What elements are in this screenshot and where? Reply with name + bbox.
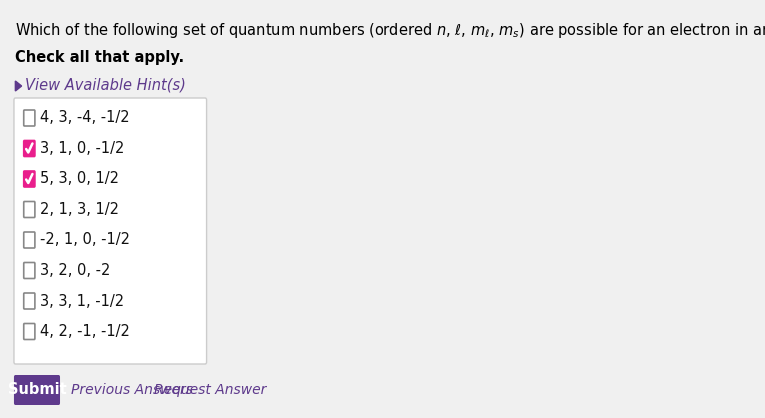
- FancyBboxPatch shape: [24, 324, 35, 339]
- Text: 4, 3, -4, -1/2: 4, 3, -4, -1/2: [40, 110, 129, 125]
- FancyBboxPatch shape: [24, 263, 35, 278]
- FancyBboxPatch shape: [24, 201, 35, 217]
- Text: 3, 1, 0, -1/2: 3, 1, 0, -1/2: [40, 141, 124, 156]
- Text: 3, 3, 1, -1/2: 3, 3, 1, -1/2: [40, 293, 124, 308]
- Text: 2, 1, 3, 1/2: 2, 1, 3, 1/2: [40, 202, 119, 217]
- FancyBboxPatch shape: [14, 98, 207, 364]
- Text: Check all that apply.: Check all that apply.: [15, 50, 184, 65]
- FancyBboxPatch shape: [24, 110, 35, 126]
- FancyBboxPatch shape: [24, 171, 35, 187]
- FancyBboxPatch shape: [24, 232, 35, 248]
- Text: 3, 2, 0, -2: 3, 2, 0, -2: [40, 263, 110, 278]
- FancyBboxPatch shape: [24, 293, 35, 309]
- Text: 4, 2, -1, -1/2: 4, 2, -1, -1/2: [40, 324, 129, 339]
- Text: Previous Answers: Previous Answers: [71, 383, 194, 397]
- Text: Request Answer: Request Answer: [154, 383, 266, 397]
- Text: Which of the following set of quantum numbers (ordered $\mathbf{\mathit{n}}$, $\: Which of the following set of quantum nu…: [15, 21, 765, 40]
- Text: View Available Hint(s): View Available Hint(s): [25, 77, 186, 92]
- Text: -2, 1, 0, -1/2: -2, 1, 0, -1/2: [40, 232, 130, 247]
- FancyBboxPatch shape: [24, 140, 35, 156]
- Text: 5, 3, 0, 1/2: 5, 3, 0, 1/2: [40, 171, 119, 186]
- Polygon shape: [15, 81, 21, 91]
- Text: Submit: Submit: [8, 382, 67, 398]
- FancyBboxPatch shape: [14, 375, 60, 405]
